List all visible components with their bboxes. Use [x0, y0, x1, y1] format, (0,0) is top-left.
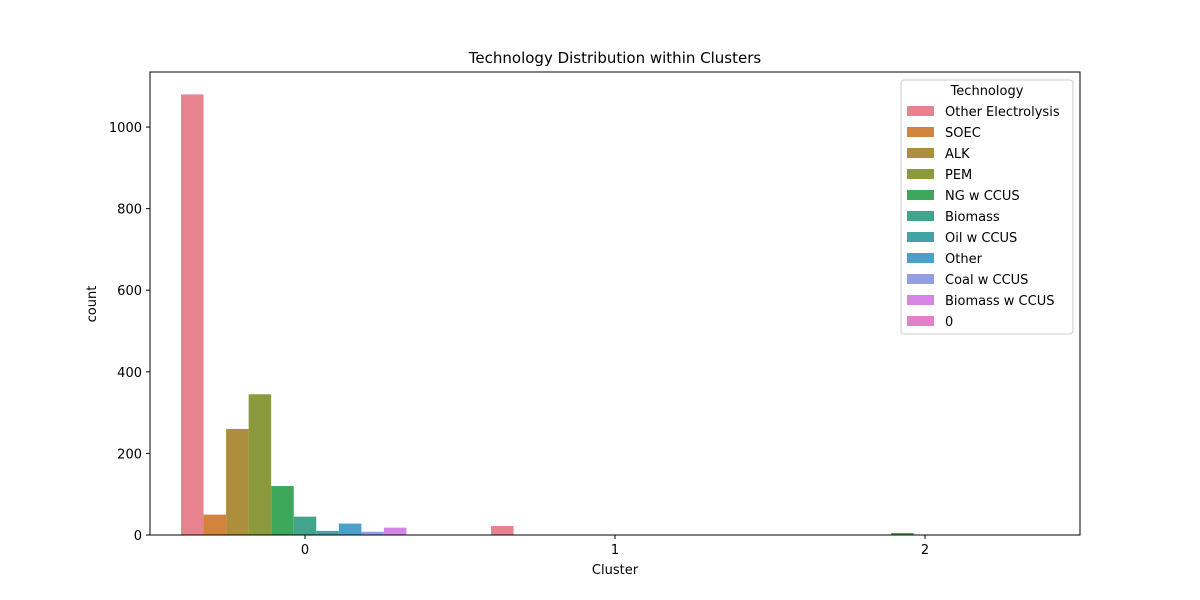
bars-layer — [181, 94, 914, 535]
y-tick-label: 800 — [117, 203, 142, 218]
bar — [271, 486, 294, 535]
x-tick-label: 1 — [611, 543, 619, 558]
legend-items: Other Electrolysis SOEC ALK PEM NG w CCUS Bio… — [907, 105, 1060, 330]
legend-label: 0 — [945, 315, 953, 330]
legend-title: Technology — [950, 84, 1024, 99]
bar — [891, 532, 914, 535]
bar — [491, 526, 514, 535]
x-tick-label: 2 — [921, 543, 929, 558]
legend-label: ALK — [945, 147, 970, 162]
bar — [293, 516, 317, 535]
legend: Technology Other Electrolysis SOEC ALK PEM N… — [900, 79, 1074, 335]
legend-swatch — [907, 190, 934, 200]
x-tick-label: 0 — [301, 543, 309, 558]
legend-label: SOEC — [945, 126, 981, 141]
y-axis-label: count — [85, 286, 100, 323]
chart-title: Technology Distribution within Clusters — [468, 49, 762, 67]
bar — [338, 523, 362, 535]
legend-label: NG w CCUS — [945, 189, 1020, 204]
legend-swatch — [907, 211, 934, 221]
legend-box — [900, 79, 1074, 335]
y-tick-label: 600 — [117, 284, 142, 299]
bar — [226, 428, 249, 535]
legend-swatch — [907, 232, 934, 242]
legend-swatch — [907, 169, 934, 179]
y-tick-label: 0 — [134, 529, 142, 544]
y-tick-label: 1000 — [109, 121, 142, 136]
legend-label: Other Electrolysis — [945, 105, 1060, 120]
legend-swatch — [907, 148, 934, 158]
legend-swatch — [907, 253, 934, 263]
legend-label: Coal w CCUS — [945, 273, 1028, 288]
legend-label: Other — [945, 252, 983, 267]
legend-swatch — [907, 295, 934, 305]
legend-swatch — [907, 316, 934, 326]
x-axis: 0 1 2 — [301, 535, 929, 558]
legend-label: Oil w CCUS — [945, 231, 1017, 246]
bar — [316, 530, 339, 535]
bar — [203, 514, 227, 535]
legend-label: PEM — [945, 168, 972, 183]
bar — [248, 394, 272, 535]
x-axis-label: Cluster — [592, 563, 639, 578]
y-tick-label: 400 — [117, 366, 142, 381]
bar — [361, 531, 384, 535]
legend-label: Biomass — [945, 210, 1000, 225]
legend-label: Biomass w CCUS — [945, 294, 1054, 309]
legend-swatch — [907, 274, 934, 284]
bar — [181, 94, 204, 535]
y-axis: 0 200 400 600 800 1000 — [109, 121, 150, 544]
y-tick-label: 200 — [117, 447, 142, 462]
legend-swatch — [907, 127, 934, 137]
legend-swatch — [907, 106, 934, 116]
bar — [383, 527, 407, 535]
